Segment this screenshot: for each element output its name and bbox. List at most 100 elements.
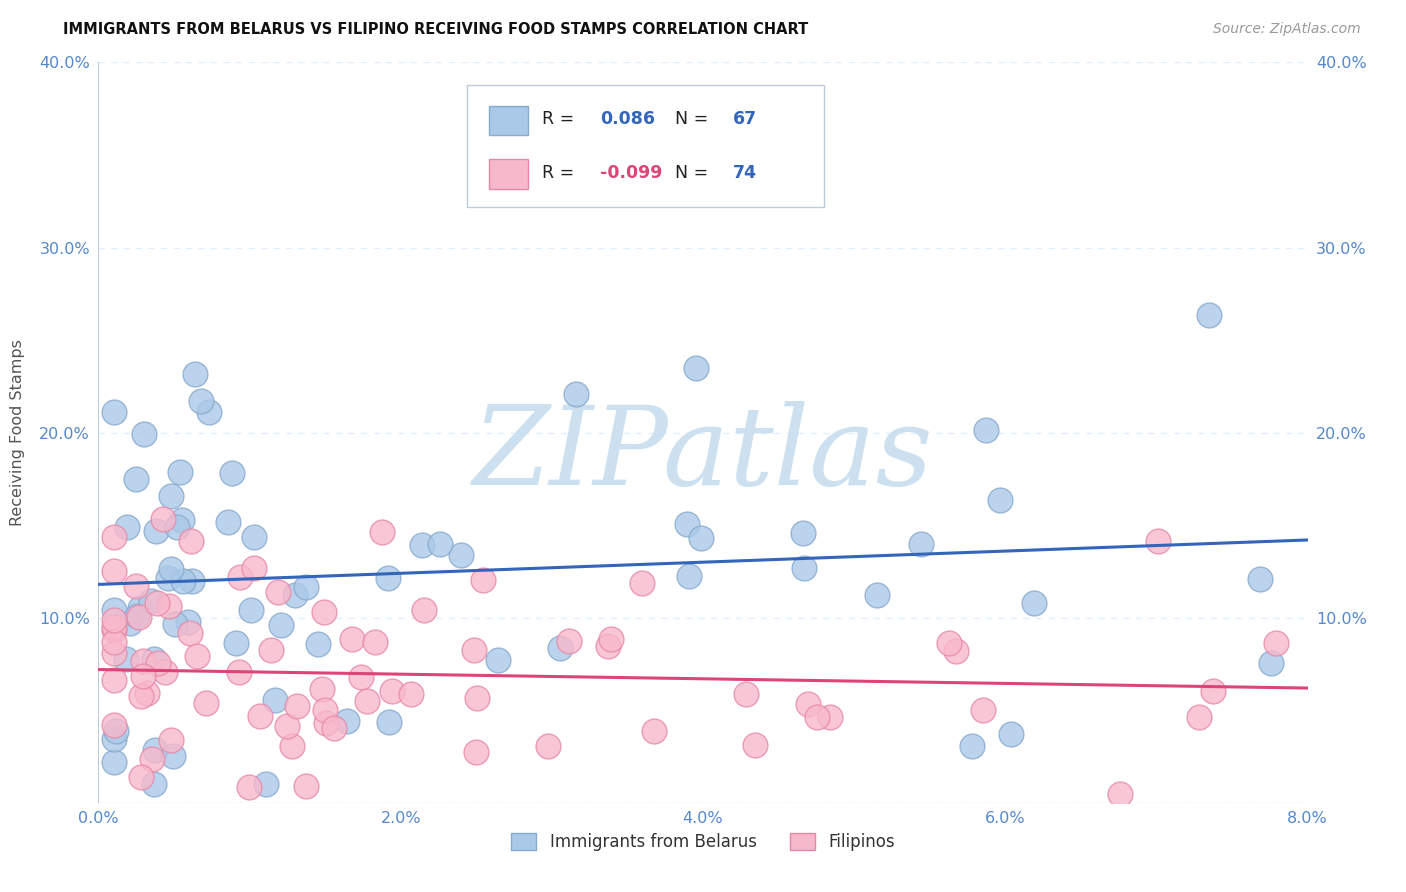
- Point: [988, 493, 1011, 508]
- Point: [1265, 635, 1288, 649]
- Point: [340, 632, 363, 646]
- Point: [127, 609, 149, 624]
- Point: [103, 620, 125, 634]
- Point: [471, 574, 494, 588]
- Text: R =: R =: [543, 110, 579, 128]
- Point: [103, 405, 125, 419]
- Point: [259, 643, 281, 657]
- Point: [267, 585, 290, 599]
- Point: [143, 743, 166, 757]
- Point: [155, 665, 177, 680]
- Point: [181, 574, 204, 588]
- Point: [314, 703, 336, 717]
- Point: [744, 738, 766, 752]
- Point: [103, 646, 125, 660]
- Point: [228, 665, 250, 679]
- Point: [276, 719, 298, 733]
- Point: [793, 561, 815, 575]
- Point: [1202, 683, 1225, 698]
- Point: [315, 716, 337, 731]
- Point: [169, 465, 191, 479]
- Text: 74: 74: [734, 163, 758, 182]
- Point: [486, 653, 509, 667]
- Point: [465, 745, 488, 759]
- Point: [910, 537, 932, 551]
- Point: [117, 520, 139, 534]
- Point: [145, 596, 167, 610]
- Point: [350, 670, 373, 684]
- Point: [377, 571, 399, 585]
- Text: IMMIGRANTS FROM BELARUS VS FILIPINO RECEIVING FOOD STAMPS CORRELATION CHART: IMMIGRANTS FROM BELARUS VS FILIPINO RECE…: [63, 22, 808, 37]
- Point: [240, 603, 263, 617]
- Point: [600, 632, 623, 646]
- Point: [678, 569, 700, 583]
- Point: [115, 652, 138, 666]
- Point: [381, 684, 404, 698]
- Point: [198, 405, 221, 419]
- Point: [284, 588, 307, 602]
- Point: [142, 777, 165, 791]
- Point: [1109, 787, 1132, 801]
- Point: [103, 756, 125, 770]
- Point: [378, 714, 401, 729]
- Point: [371, 525, 394, 540]
- Text: 67: 67: [734, 110, 758, 128]
- Point: [157, 572, 180, 586]
- Point: [183, 368, 205, 382]
- Point: [264, 693, 287, 707]
- Point: [162, 748, 184, 763]
- Point: [229, 570, 252, 584]
- Point: [132, 654, 155, 668]
- Point: [152, 512, 174, 526]
- Point: [1198, 308, 1220, 322]
- Point: [295, 780, 318, 794]
- Legend: Immigrants from Belarus, Filipinos: Immigrants from Belarus, Filipinos: [505, 826, 901, 857]
- FancyBboxPatch shape: [489, 105, 527, 136]
- Point: [180, 533, 202, 548]
- Point: [160, 489, 183, 503]
- Point: [124, 579, 146, 593]
- Point: [294, 580, 316, 594]
- FancyBboxPatch shape: [467, 85, 824, 207]
- Point: [643, 724, 665, 739]
- Point: [1022, 597, 1045, 611]
- Point: [186, 648, 208, 663]
- Point: [131, 669, 153, 683]
- Point: [145, 524, 167, 538]
- Point: [322, 721, 344, 735]
- Point: [356, 694, 378, 708]
- Point: [139, 594, 162, 608]
- Point: [631, 576, 654, 591]
- Point: [132, 426, 155, 441]
- Y-axis label: Receiving Food Stamps: Receiving Food Stamps: [10, 339, 25, 526]
- Point: [136, 685, 159, 699]
- Point: [685, 360, 707, 375]
- Point: [254, 777, 277, 791]
- Text: -0.099: -0.099: [600, 163, 662, 182]
- Point: [411, 537, 433, 551]
- Point: [141, 752, 163, 766]
- Point: [103, 623, 125, 637]
- Point: [238, 780, 260, 794]
- Point: [159, 732, 181, 747]
- FancyBboxPatch shape: [489, 160, 527, 189]
- Point: [242, 561, 264, 575]
- Point: [287, 699, 309, 714]
- Point: [160, 562, 183, 576]
- Point: [548, 640, 571, 655]
- Text: 0.086: 0.086: [600, 110, 655, 128]
- Point: [103, 718, 125, 732]
- Point: [1260, 656, 1282, 670]
- Point: [429, 537, 451, 551]
- Point: [675, 516, 697, 531]
- Point: [314, 606, 336, 620]
- Point: [129, 770, 152, 784]
- Point: [565, 387, 588, 401]
- Point: [103, 603, 125, 617]
- Point: [143, 652, 166, 666]
- Point: [463, 643, 485, 657]
- Point: [270, 618, 292, 632]
- Point: [450, 549, 472, 563]
- Point: [221, 466, 243, 480]
- Point: [689, 531, 711, 545]
